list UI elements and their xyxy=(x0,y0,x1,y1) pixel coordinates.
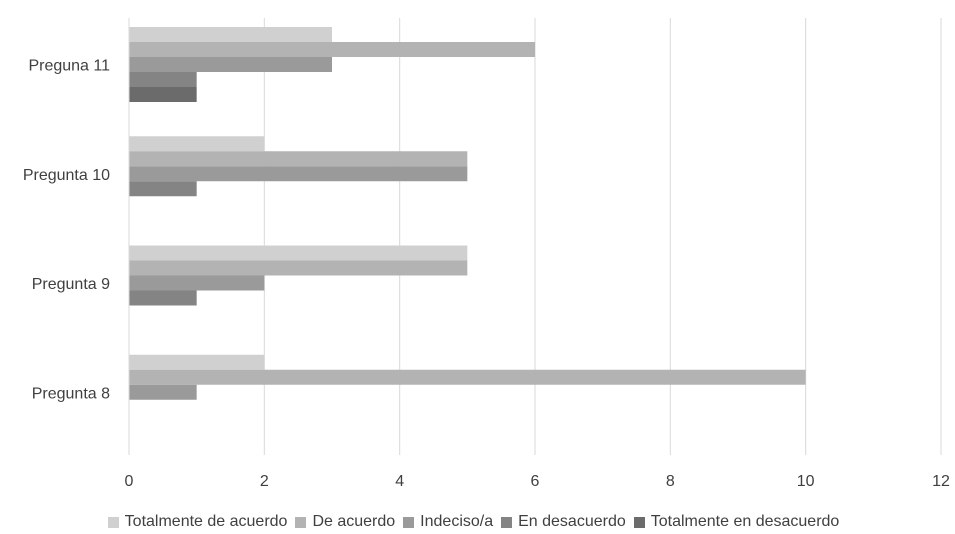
bar-chart: 0 2 4 6 8 10 12 Pregunta 8 Pregunta 9 Pregunta 10… xyxy=(23,18,950,490)
legend-item: En desacuerdo xyxy=(501,513,626,531)
x-tick-label: 0 xyxy=(125,473,134,490)
x-tick-label: 10 xyxy=(797,473,815,490)
gridlines xyxy=(263,18,942,455)
bar-pregunta-10-4 xyxy=(129,181,197,197)
legend-swatch xyxy=(403,516,415,528)
legend-swatch xyxy=(501,516,513,528)
legend-swatch xyxy=(107,516,119,528)
bar-pregunta-10-2 xyxy=(129,151,468,167)
category-label: Preguna 11 xyxy=(28,58,110,75)
legend-item: De acuerdo xyxy=(295,513,395,531)
x-tick-label: 12 xyxy=(932,473,950,490)
bar-pregunta-10-1 xyxy=(129,136,265,152)
legend-swatch xyxy=(633,516,645,528)
bar-preguna-11-3 xyxy=(129,57,332,72)
legend-swatch xyxy=(295,516,307,528)
x-tick-label: 6 xyxy=(531,473,540,490)
bars xyxy=(129,27,806,400)
bar-preguna-11-5 xyxy=(129,87,197,102)
legend-label: Indeciso/a xyxy=(420,513,494,530)
legend-label: Totalmente de acuerdo xyxy=(124,513,288,530)
bar-pregunta-9-1 xyxy=(129,245,468,261)
bar-pregunta-9-4 xyxy=(129,290,197,306)
legend: Totalmente de acuerdo De acuerdo Indeciso/… xyxy=(0,511,955,533)
bar-pregunta-10-3 xyxy=(129,166,468,182)
category-label: Pregunta 8 xyxy=(32,385,110,402)
legend-label: En desacuerdo xyxy=(518,513,626,530)
axes: 0 2 4 6 8 10 12 Pregunta 8 Pregunta 9 Pregunta 10… xyxy=(23,18,950,490)
bar-pregunta-9-2 xyxy=(129,260,468,276)
bar-pregunta-9-3 xyxy=(129,275,265,291)
x-tick-label: 8 xyxy=(666,473,675,490)
legend-label: Totalmente en desacuerdo xyxy=(650,513,840,530)
category-label: Pregunta 9 xyxy=(32,276,110,293)
legend-item: Totalmente de acuerdo xyxy=(107,513,288,531)
bar-preguna-11-4 xyxy=(129,72,197,87)
bar-preguna-11-2 xyxy=(129,42,535,57)
bar-preguna-11-1 xyxy=(129,27,332,42)
bar-pregunta-8-2 xyxy=(129,369,806,385)
legend-item: Totalmente en desacuerdo xyxy=(633,513,840,531)
legend-label: De acuerdo xyxy=(312,513,396,530)
x-tick-label: 4 xyxy=(395,473,404,490)
x-tick-label: 2 xyxy=(260,473,269,490)
legend-item: Indeciso/a xyxy=(403,513,493,531)
bar-pregunta-8-1 xyxy=(129,354,265,370)
bar-pregunta-8-3 xyxy=(129,384,197,400)
category-label: Pregunta 10 xyxy=(23,167,110,184)
